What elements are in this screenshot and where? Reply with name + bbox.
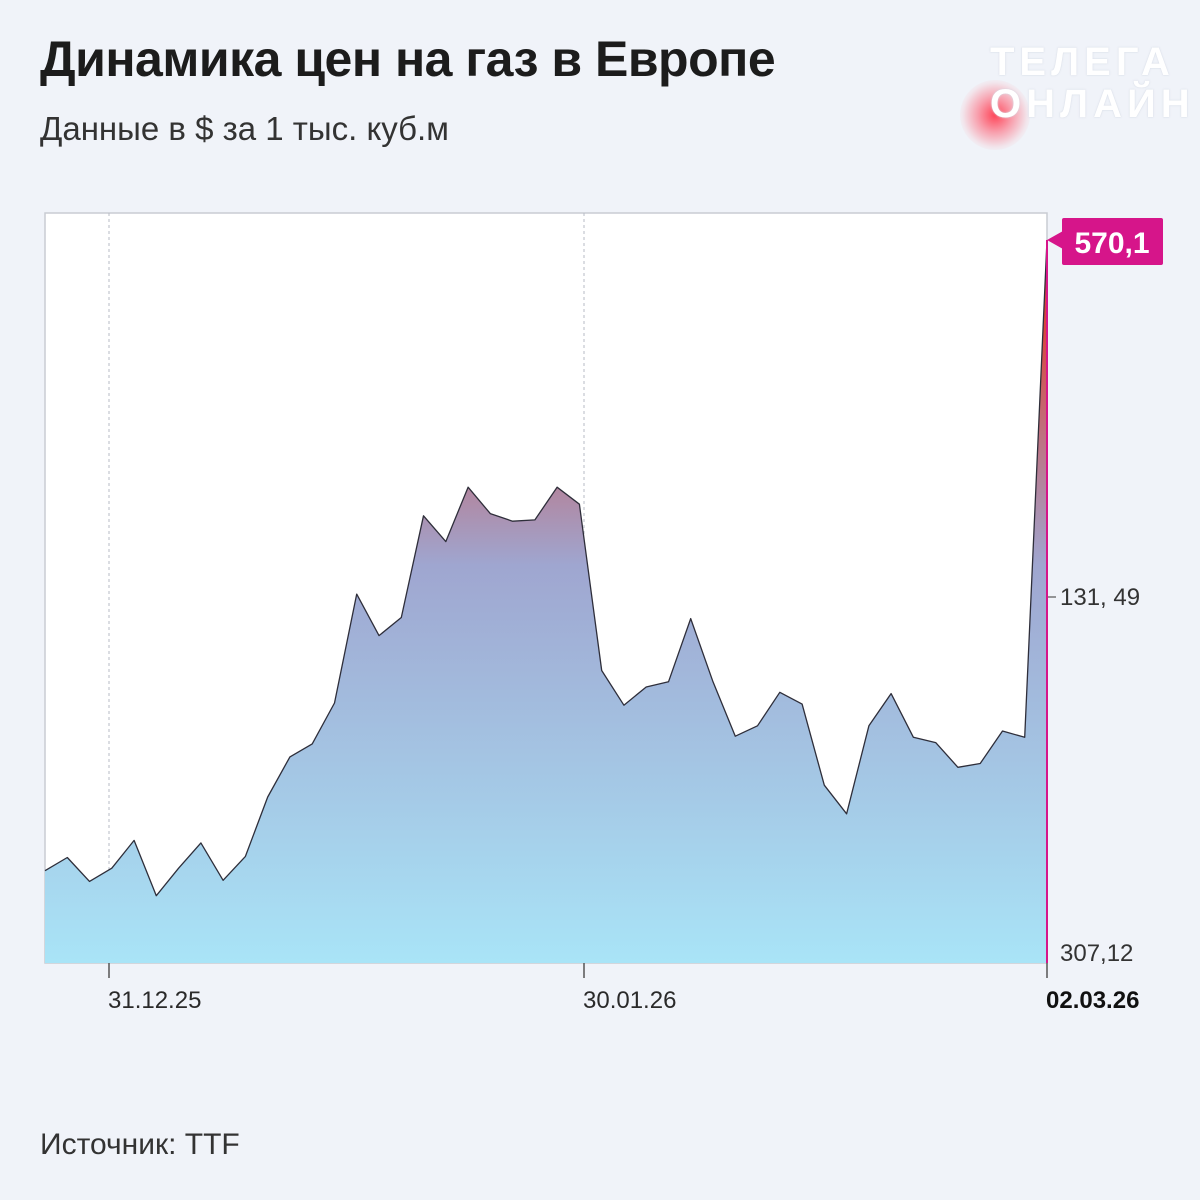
y-tick-label-mid: 131, 49 (1060, 584, 1140, 611)
x-tick-label-31-12-25: 31.12.25 (108, 987, 201, 1014)
price-line (44, 239, 1048, 897)
x-tick-label-30-01-26: 30.01.26 (583, 987, 676, 1014)
badge-pointer (1047, 231, 1063, 249)
logo-glow (960, 80, 1030, 150)
last-value-badge: 570,1 (1047, 218, 1163, 265)
price-area (45, 240, 1047, 963)
logo-line-1: ТЕЛЕГА (990, 40, 1175, 84)
logo-line-2: ОНЛАЙН (990, 82, 1195, 126)
chart-subtitle: Данные в $ за 1 тыс. куб.м (40, 110, 449, 147)
price-chart: 31.12.25 30.01.26 02.03.26 131, 49 307,1… (44, 212, 1163, 1014)
last-value-label: 570,1 (1074, 227, 1149, 260)
badge-box (1062, 218, 1163, 265)
source-note: Источник: TTF (40, 1128, 240, 1161)
telega-online-logo: ТЕЛЕГА ОНЛАЙН (950, 30, 1190, 150)
y-tick-label-min: 307,12 (1060, 940, 1133, 967)
chart-title: Динамика цен на газ в Европе (40, 31, 776, 87)
x-tick-label-02-03-26: 02.03.26 (1046, 987, 1139, 1014)
